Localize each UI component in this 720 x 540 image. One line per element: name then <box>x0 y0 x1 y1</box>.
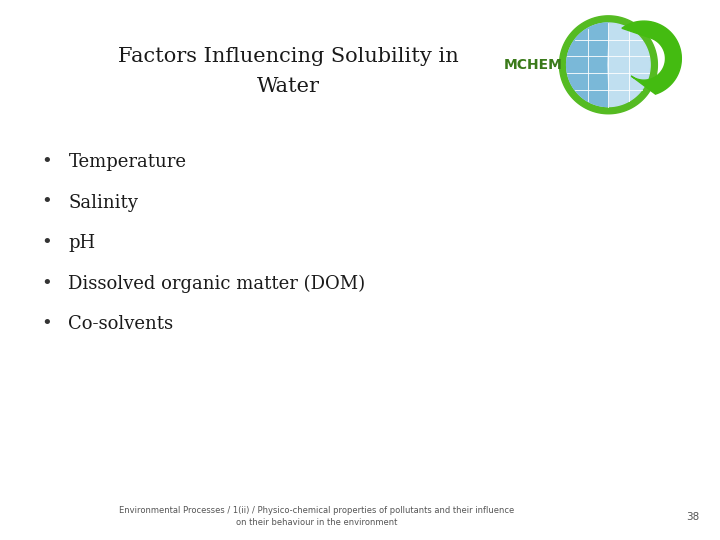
Polygon shape <box>567 23 650 106</box>
Text: •: • <box>42 234 52 252</box>
Text: 38: 38 <box>686 512 699 522</box>
Text: Temperature: Temperature <box>68 153 186 171</box>
Text: •: • <box>42 193 52 212</box>
Text: Co-solvents: Co-solvents <box>68 315 174 333</box>
Text: Dissolved organic matter (DOM): Dissolved organic matter (DOM) <box>68 274 366 293</box>
Text: Factors Influencing Solubility in: Factors Influencing Solubility in <box>117 47 459 66</box>
Text: Salinity: Salinity <box>68 193 138 212</box>
Polygon shape <box>567 23 608 106</box>
Text: •: • <box>42 274 52 293</box>
Text: Water: Water <box>256 77 320 96</box>
Polygon shape <box>622 21 681 94</box>
Text: pH: pH <box>68 234 96 252</box>
Text: MCHEM: MCHEM <box>504 58 563 72</box>
Text: •: • <box>42 153 52 171</box>
Text: on their behaviour in the environment: on their behaviour in the environment <box>236 518 397 527</box>
Text: •: • <box>42 315 52 333</box>
Text: Environmental Processes / 1(ii) / Physico-chemical properties of pollutants and : Environmental Processes / 1(ii) / Physic… <box>120 506 514 515</box>
Polygon shape <box>559 16 657 114</box>
